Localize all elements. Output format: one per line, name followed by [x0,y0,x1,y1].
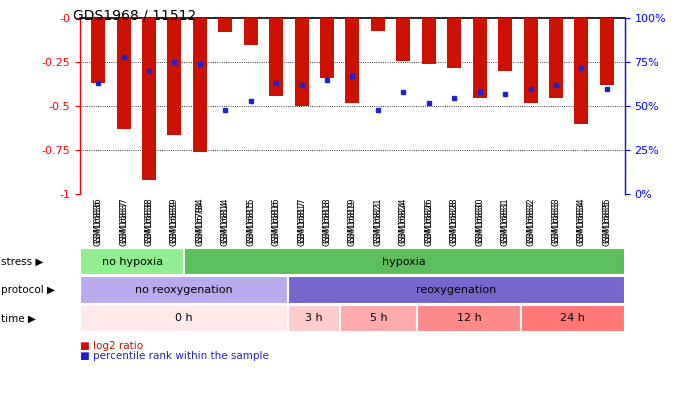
Bar [168,18,181,134]
Text: 24 h: 24 h [560,313,586,323]
Bar [339,305,417,332]
Text: GSM16831: GSM16831 [500,197,510,243]
Text: GSM16826: GSM16826 [424,197,433,243]
Bar [574,18,588,124]
Bar [549,18,563,98]
Text: GSM16835: GSM16835 [602,197,611,243]
Bar [422,18,436,64]
Text: ■ percentile rank within the sample: ■ percentile rank within the sample [80,352,269,361]
Bar [521,305,625,332]
Bar [269,18,283,96]
Text: 12 h: 12 h [456,313,482,323]
Bar [295,18,309,107]
Bar [80,276,288,304]
Text: GSM16828: GSM16828 [450,197,459,243]
Bar [142,18,156,180]
Text: GSM16819: GSM16819 [348,197,357,243]
Text: GSM16784: GSM16784 [195,197,205,243]
Text: 0 h: 0 h [175,313,193,323]
Text: GSM16814: GSM16814 [221,197,230,243]
Text: stress ▶: stress ▶ [1,257,43,266]
Text: ■ log2 ratio: ■ log2 ratio [80,341,143,351]
Text: 5 h: 5 h [370,313,387,323]
Bar [184,248,625,275]
Text: GSM16815: GSM16815 [246,197,255,243]
Bar [244,18,258,45]
Text: reoxygenation: reoxygenation [416,285,496,295]
Text: GSM16821: GSM16821 [373,197,383,243]
Text: GSM16834: GSM16834 [577,197,586,243]
Bar [80,248,184,275]
Text: GSM16830: GSM16830 [475,197,484,243]
Text: protocol ▶: protocol ▶ [1,285,54,295]
Text: GSM16818: GSM16818 [322,197,332,243]
Text: hypoxia: hypoxia [383,257,426,266]
Bar [218,18,232,32]
Text: no hypoxia: no hypoxia [101,257,163,266]
Bar [473,18,487,98]
Bar [396,18,410,60]
Bar [80,305,288,332]
Text: no reoxygenation: no reoxygenation [135,285,233,295]
Bar [320,18,334,78]
Bar [371,18,385,30]
Bar [91,18,105,83]
Text: GSM16838: GSM16838 [144,197,154,243]
Bar [346,18,359,103]
Text: GSM16837: GSM16837 [119,197,128,243]
Text: time ▶: time ▶ [1,313,36,323]
Text: GSM16817: GSM16817 [297,197,306,243]
Bar [288,305,339,332]
Bar [498,18,512,71]
Text: GDS1968 / 11512: GDS1968 / 11512 [73,8,197,22]
Text: GSM16824: GSM16824 [399,197,408,243]
Bar [447,18,461,68]
Text: GSM16839: GSM16839 [170,197,179,243]
Text: GSM16836: GSM16836 [94,197,103,243]
Bar [288,276,625,304]
Bar [117,18,131,129]
Text: 3 h: 3 h [305,313,322,323]
Bar [600,18,614,85]
Bar [417,305,521,332]
Bar [524,18,537,103]
Text: GSM16833: GSM16833 [551,197,560,243]
Bar [193,18,207,152]
Text: GSM16832: GSM16832 [526,197,535,243]
Text: GSM16816: GSM16816 [272,197,281,243]
